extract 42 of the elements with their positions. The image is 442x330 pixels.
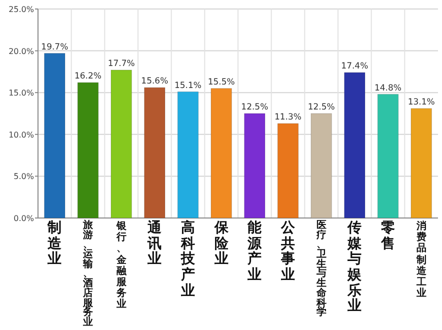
y-tick-label: 20.0% bbox=[8, 46, 34, 56]
bar bbox=[277, 123, 299, 218]
x-tick-label: 通讯业 bbox=[148, 220, 162, 268]
x-tick-label: 高科技产业 bbox=[181, 220, 195, 300]
bar bbox=[210, 88, 232, 218]
data-label: 12.5% bbox=[241, 102, 268, 112]
data-label: 19.7% bbox=[41, 42, 68, 52]
x-tick-label: 零售 bbox=[381, 220, 395, 252]
bar bbox=[77, 82, 99, 218]
data-label: 15.6% bbox=[141, 76, 168, 87]
x-tick-label: 制造业 bbox=[48, 220, 62, 268]
bar bbox=[310, 113, 332, 218]
bar bbox=[144, 87, 166, 218]
data-label: 14.8% bbox=[374, 83, 402, 94]
data-label: 12.5% bbox=[308, 102, 335, 112]
bar bbox=[410, 108, 432, 218]
y-tick-label: 25.0% bbox=[8, 5, 34, 14]
y-tick-label: 0.0% bbox=[14, 214, 34, 223]
data-label: 17.4% bbox=[341, 62, 368, 72]
y-tick-label: 5.0% bbox=[14, 172, 34, 182]
x-tick-label: 公共事业 bbox=[281, 220, 295, 284]
y-tick-label: 15.0% bbox=[8, 88, 34, 98]
data-label: 15.5% bbox=[208, 77, 235, 88]
data-label: 13.1% bbox=[408, 97, 435, 108]
bar bbox=[177, 92, 199, 218]
data-label: 16.2% bbox=[74, 72, 102, 82]
y-tick-label: 10.0% bbox=[8, 130, 34, 140]
bar bbox=[44, 53, 66, 218]
bar bbox=[377, 94, 399, 218]
data-label: 15.1% bbox=[174, 80, 202, 91]
bar bbox=[110, 70, 132, 218]
category-label: 旅游、运输、酒店服务业 bbox=[83, 220, 93, 328]
data-label: 17.7% bbox=[108, 59, 135, 70]
data-label: 11.3% bbox=[274, 112, 302, 123]
bar bbox=[344, 72, 366, 218]
x-tick-label: 消费品制造工业 bbox=[416, 221, 426, 300]
x-tick-label: 保险业 bbox=[214, 220, 228, 268]
x-tick-label: 银行、金融服务业 bbox=[116, 221, 126, 310]
x-tick-label: 能源产业 bbox=[248, 220, 262, 284]
x-tick-label: 传媒与娱乐业 bbox=[348, 220, 362, 316]
bar bbox=[244, 113, 266, 218]
category-label: 医疗、卫生与生命科学 bbox=[316, 220, 326, 318]
